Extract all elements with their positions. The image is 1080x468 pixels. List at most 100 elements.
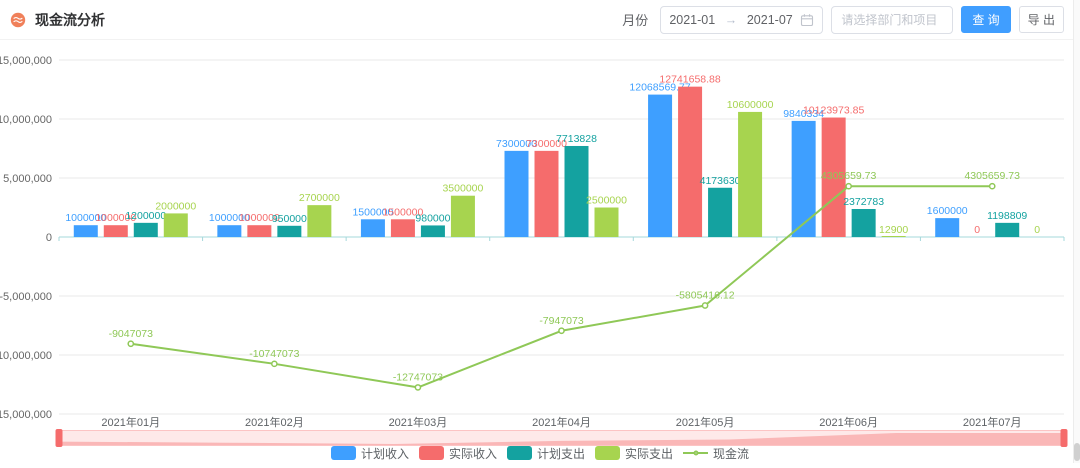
bar-value-label: 1000000 (239, 212, 280, 224)
datazoom-handle-right[interactable] (1060, 429, 1068, 447)
x-axis-label: 2021年05月 (676, 415, 735, 429)
line-value-label: -7947073 (539, 315, 584, 327)
bar-value-label: 1200000 (125, 210, 166, 222)
bar-value-label: 1500000 (382, 206, 423, 218)
y-axis-tick-label: 5,000,000 (3, 173, 52, 185)
line-value-label: 4305659.73 (821, 170, 877, 182)
x-axis-label: 2021年07月 (963, 415, 1022, 429)
header-left: 现金流分析 (10, 10, 105, 30)
bar-value-label: 9840334 (783, 108, 824, 120)
x-axis-label: 2021年03月 (389, 415, 448, 429)
date-start-value[interactable]: 2021-01 (669, 12, 716, 27)
bar-计划收入[interactable] (360, 219, 385, 237)
date-end-value[interactable]: 2021-07 (746, 12, 793, 27)
bar-实际支出[interactable] (738, 111, 763, 237)
line-value-label: -5805416.12 (676, 290, 735, 302)
cashflow-line-point[interactable] (414, 384, 422, 391)
bar-计划支出[interactable] (133, 222, 158, 237)
bar-实际收入[interactable] (103, 225, 128, 237)
datazoom-handle-left[interactable] (55, 429, 63, 447)
bar-value-label: 1000000 (65, 212, 106, 224)
cashflow-line-point[interactable] (558, 327, 565, 335)
bar-实际支出[interactable] (881, 236, 906, 237)
bar-计划收入[interactable] (648, 94, 673, 237)
line-value-label: -12747073 (393, 371, 443, 383)
department-project-input[interactable] (831, 5, 954, 34)
bar-计划支出[interactable] (851, 209, 876, 237)
bar-实际收入[interactable] (821, 117, 846, 237)
bar-实际收入[interactable] (534, 150, 559, 237)
bar-计划支出[interactable] (995, 222, 1020, 237)
legend-label: 实际收入 (448, 446, 497, 461)
bar-实际收入[interactable] (678, 86, 703, 237)
bar-实际支出[interactable] (307, 205, 332, 237)
bar-计划收入[interactable] (504, 150, 529, 237)
bar-value-label: 3500000 (442, 183, 483, 195)
legend-item-计划收入[interactable]: 计划收入 (330, 445, 409, 462)
scrollbar[interactable] (1073, 0, 1080, 463)
scrollbar-thumb[interactable] (1074, 443, 1080, 461)
bar-value-label: 4173630 (700, 175, 741, 187)
cashflow-chart: 15,000,000 10,000,000 5,000,000 0 -5,000,000… (0, 40, 1080, 463)
bar-计划支出[interactable] (277, 225, 302, 237)
bar-value-label: 0 (974, 224, 980, 236)
bar-value-label: 950000 (272, 213, 307, 225)
bar-计划收入[interactable] (73, 225, 98, 237)
line-value-label: 4305659.73 (964, 170, 1020, 182)
bar-value-label: 1500000 (352, 206, 393, 218)
bar-实际收入[interactable] (390, 219, 415, 237)
bar-value-label: 1000000 (209, 212, 250, 224)
bar-计划收入[interactable] (935, 218, 960, 237)
export-button[interactable]: 导 出 (1018, 6, 1064, 33)
bar-计划收入[interactable] (791, 120, 816, 237)
legend-label: 计划收入 (360, 446, 409, 461)
y-axis-tick-label: 0 (46, 232, 52, 244)
bar-value-label: 2000000 (155, 200, 196, 212)
header-bar: 现金流分析 月份 2021-01 → 2021-07 查 询 导 出 (0, 0, 1080, 40)
bar-value-label: 7300000 (496, 138, 537, 150)
cashflow-line-point[interactable] (988, 182, 996, 190)
bar-计划支出[interactable] (420, 225, 445, 237)
bar-计划收入[interactable] (217, 225, 242, 237)
x-axis-label: 2021年04月 (532, 415, 591, 429)
bar-value-label: 10600000 (727, 99, 774, 111)
bar-value-label: 12068569.77 (629, 82, 690, 94)
month-filter-label: 月份 (622, 13, 649, 28)
legend-label: 实际支出 (625, 446, 674, 461)
legend-bar-swatch (330, 446, 356, 460)
bar-value-label: 1198809 (987, 210, 1027, 222)
y-axis-tick-label: 15,000,000 (0, 55, 52, 67)
bar-value-label: 10123973.85 (803, 105, 864, 117)
legend-item-实际支出[interactable]: 实际支出 (595, 445, 673, 462)
cashflow-line-point[interactable] (701, 302, 709, 309)
legend-item-实际收入[interactable]: 实际收入 (418, 445, 497, 462)
date-range-picker[interactable]: 2021-01 → 2021-07 (660, 5, 824, 34)
bar-实际支出[interactable] (594, 207, 619, 238)
x-axis-label: 2021年02月 (245, 415, 304, 429)
chart-legend: 计划收入 实际收入 计划支出 实际支出 现金流 (0, 445, 1080, 461)
legend-item-计划支出[interactable]: 计划支出 (506, 445, 585, 462)
calendar-icon[interactable] (800, 13, 814, 27)
bar-value-label: 7713828 (556, 133, 597, 145)
legend-item-现金流[interactable]: 现金流 (683, 445, 749, 462)
chart-canvas: 15,000,000 10,000,000 5,000,000 0 -5,000,000… (0, 55, 1068, 447)
legend-bar-swatch (506, 446, 532, 460)
bar-实际收入[interactable] (247, 225, 272, 237)
legend-label: 现金流 (713, 446, 750, 461)
legend-label: 计划支出 (536, 446, 585, 461)
date-range-arrow-icon: → (724, 12, 738, 27)
cashflow-line-point[interactable] (271, 360, 278, 368)
bar-value-label: 1000000 (95, 212, 136, 224)
page-title: 现金流分析 (35, 11, 105, 28)
cashflow-line-point[interactable] (845, 182, 852, 190)
bar-value-label: 0 (1034, 224, 1040, 236)
bar-计划支出[interactable] (564, 145, 589, 237)
y-axis-tick-label: -5,000,000 (0, 291, 52, 303)
bar-实际支出[interactable] (163, 213, 188, 237)
bar-value-label: 7300000 (526, 138, 567, 150)
bar-计划支出[interactable] (708, 187, 733, 237)
bar-value-label: 2700000 (299, 192, 340, 204)
query-button[interactable]: 查 询 (961, 6, 1011, 33)
bar-实际支出[interactable] (450, 195, 475, 237)
cashflow-line-point[interactable] (127, 340, 135, 348)
